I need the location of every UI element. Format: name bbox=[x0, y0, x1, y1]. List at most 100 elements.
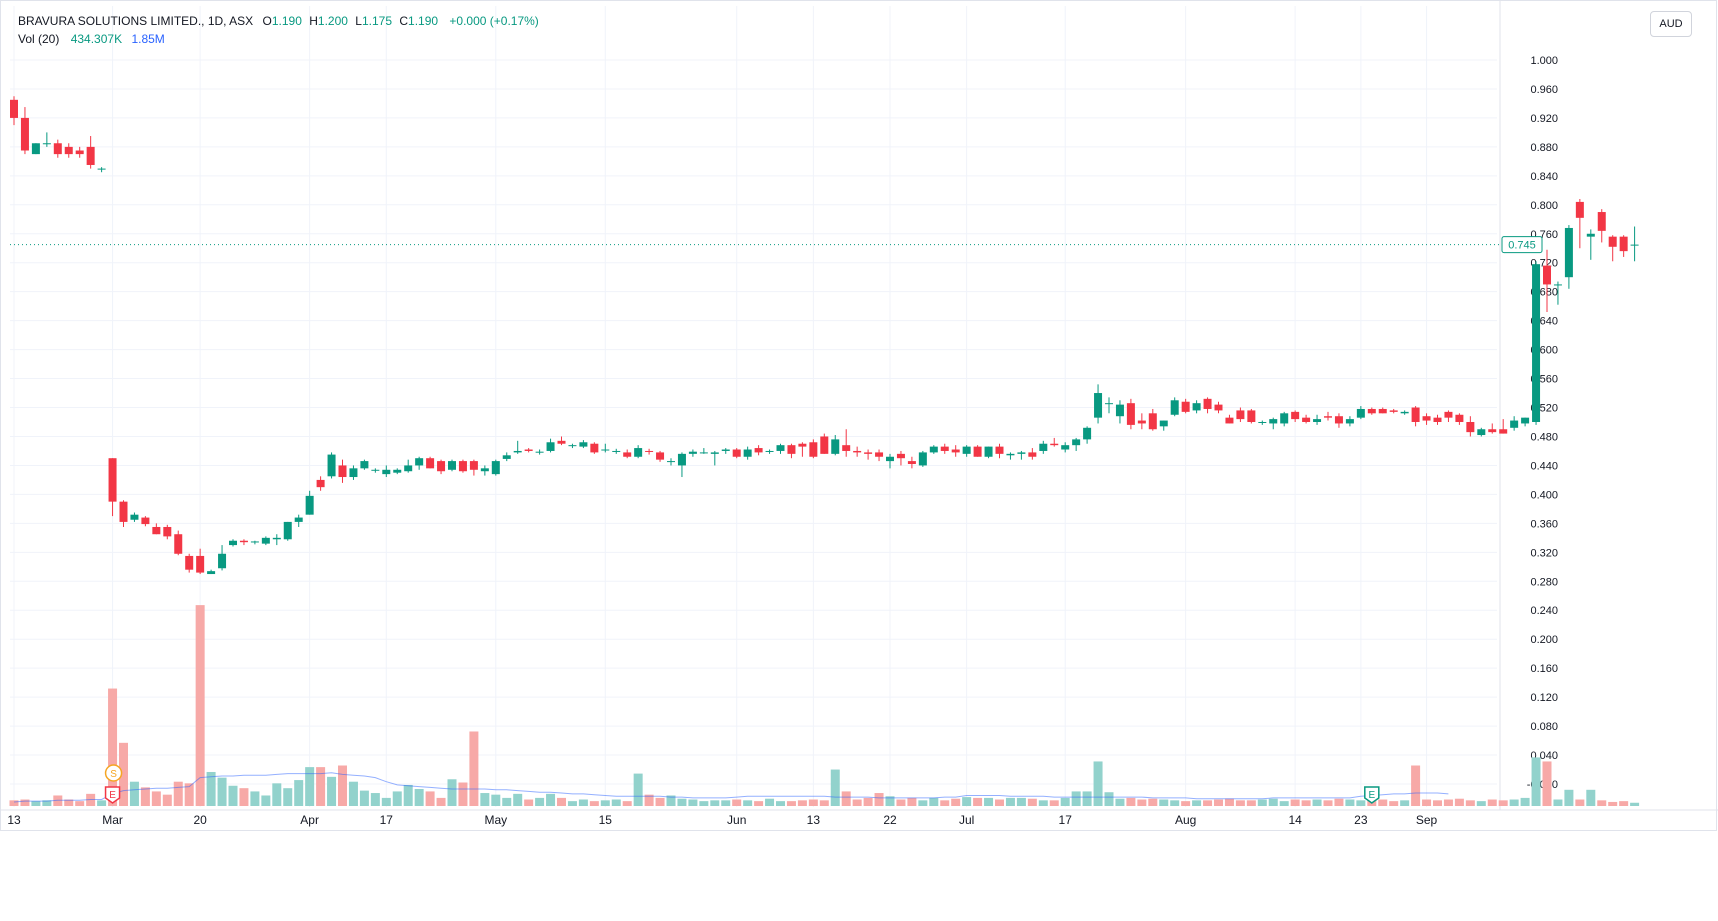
candle[interactable] bbox=[1356, 406, 1365, 420]
candle[interactable] bbox=[524, 448, 533, 453]
candle[interactable] bbox=[1017, 450, 1026, 460]
candle[interactable] bbox=[601, 443, 610, 453]
candle[interactable] bbox=[853, 446, 862, 457]
candle[interactable] bbox=[1619, 235, 1628, 257]
candle[interactable] bbox=[207, 569, 216, 575]
candle[interactable] bbox=[973, 445, 982, 457]
candle[interactable] bbox=[1499, 419, 1508, 434]
candle[interactable] bbox=[1072, 437, 1081, 451]
candle[interactable] bbox=[787, 443, 796, 459]
candle[interactable] bbox=[1532, 261, 1541, 425]
candle[interactable] bbox=[185, 553, 194, 573]
candle[interactable] bbox=[1115, 400, 1124, 424]
candle[interactable] bbox=[907, 456, 916, 469]
candle[interactable] bbox=[491, 459, 500, 476]
candle[interactable] bbox=[1553, 281, 1562, 305]
candle[interactable] bbox=[546, 438, 555, 453]
candle[interactable] bbox=[382, 465, 391, 478]
candle[interactable] bbox=[1334, 413, 1343, 428]
candle[interactable] bbox=[1422, 413, 1431, 425]
candle[interactable] bbox=[677, 452, 686, 478]
candle[interactable] bbox=[141, 516, 150, 527]
candle[interactable] bbox=[458, 459, 467, 473]
candle[interactable] bbox=[1192, 400, 1201, 414]
candle[interactable] bbox=[53, 139, 62, 158]
candle[interactable] bbox=[875, 449, 884, 462]
currency-button[interactable]: AUD bbox=[1650, 11, 1692, 37]
candle[interactable] bbox=[294, 514, 303, 527]
candle[interactable] bbox=[152, 523, 161, 535]
candle[interactable] bbox=[918, 450, 927, 467]
candle[interactable] bbox=[699, 448, 708, 454]
candle[interactable] bbox=[1488, 423, 1497, 434]
candle[interactable] bbox=[809, 439, 818, 459]
candle[interactable] bbox=[1586, 229, 1595, 260]
candle[interactable] bbox=[1433, 414, 1442, 425]
candle[interactable] bbox=[612, 448, 621, 454]
candle[interactable] bbox=[10, 96, 18, 126]
candle[interactable] bbox=[97, 167, 106, 173]
candle[interactable] bbox=[743, 446, 752, 460]
candle[interactable] bbox=[163, 524, 172, 540]
candle[interactable] bbox=[1455, 413, 1464, 425]
candle[interactable] bbox=[590, 442, 599, 454]
candle[interactable] bbox=[634, 445, 643, 459]
candle[interactable] bbox=[1378, 407, 1387, 414]
candle[interactable] bbox=[820, 433, 829, 454]
candle[interactable] bbox=[1345, 416, 1354, 427]
candle[interactable] bbox=[579, 440, 588, 449]
candle[interactable] bbox=[754, 445, 763, 456]
candle[interactable] bbox=[1061, 442, 1070, 453]
candle[interactable] bbox=[1543, 249, 1551, 312]
candle[interactable] bbox=[360, 459, 369, 470]
candle[interactable] bbox=[864, 449, 873, 460]
candle[interactable] bbox=[951, 445, 960, 457]
candle[interactable] bbox=[656, 450, 665, 462]
candle[interactable] bbox=[962, 445, 971, 457]
candle[interactable] bbox=[371, 468, 380, 473]
candle[interactable] bbox=[196, 548, 205, 575]
candle[interactable] bbox=[1400, 410, 1409, 415]
candle[interactable] bbox=[1126, 398, 1135, 430]
candle[interactable] bbox=[250, 540, 259, 545]
candle[interactable] bbox=[75, 146, 84, 158]
candle[interactable] bbox=[437, 459, 446, 475]
candle[interactable] bbox=[1050, 437, 1059, 447]
candle[interactable] bbox=[174, 530, 183, 556]
candle[interactable] bbox=[1039, 440, 1048, 454]
candle[interactable] bbox=[798, 442, 807, 457]
candle[interactable] bbox=[426, 456, 435, 469]
candle[interactable] bbox=[929, 445, 938, 454]
candle[interactable] bbox=[1597, 209, 1606, 243]
candle[interactable] bbox=[688, 449, 697, 457]
candle[interactable] bbox=[393, 468, 402, 475]
candle[interactable] bbox=[1564, 225, 1573, 289]
earnings-marker[interactable]: E bbox=[104, 786, 121, 804]
candle[interactable] bbox=[218, 545, 227, 571]
candle[interactable] bbox=[1510, 416, 1519, 431]
candle[interactable] bbox=[886, 453, 894, 469]
candle[interactable] bbox=[1521, 417, 1530, 427]
candle[interactable] bbox=[1269, 417, 1278, 430]
x-axis[interactable]: 13 Mar 20 Apr 17 May 15 Jun 13 22 Jul 17 Aug 14 23 Sep bbox=[7, 813, 1437, 827]
candle[interactable] bbox=[1247, 408, 1256, 424]
candle[interactable] bbox=[1444, 410, 1453, 422]
candle[interactable] bbox=[1105, 397, 1113, 414]
candle[interactable] bbox=[448, 459, 456, 472]
candle[interactable] bbox=[1477, 427, 1486, 437]
candle[interactable] bbox=[984, 446, 993, 459]
candle[interactable] bbox=[1006, 452, 1015, 460]
candle[interactable] bbox=[261, 536, 270, 546]
candle[interactable] bbox=[1225, 414, 1234, 424]
candle[interactable] bbox=[327, 452, 336, 479]
candle[interactable] bbox=[86, 136, 95, 169]
candle[interactable] bbox=[239, 539, 248, 546]
candle[interactable] bbox=[1367, 407, 1376, 415]
candle[interactable] bbox=[1159, 420, 1168, 431]
candle[interactable] bbox=[1630, 226, 1639, 262]
candle[interactable] bbox=[995, 443, 1004, 459]
candle[interactable] bbox=[1148, 408, 1157, 431]
candle[interactable] bbox=[1302, 414, 1311, 424]
earnings-marker[interactable]: E bbox=[1364, 786, 1380, 804]
candle[interactable] bbox=[415, 456, 424, 470]
